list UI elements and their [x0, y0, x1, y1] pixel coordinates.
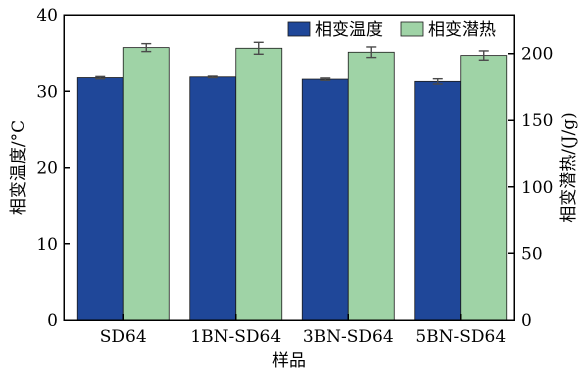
- legend: 相变温度 相变潜热: [287, 20, 496, 40]
- bar-temperature-3bn-sd64: [301, 78, 349, 321]
- y-right-tick-label: 100: [521, 178, 553, 198]
- x-tick-label: 1BN-SD64: [190, 327, 281, 347]
- bar-temperature-5bn-sd64: [414, 80, 462, 321]
- error-bar-latent-heat-5bn-sd64: [478, 50, 489, 61]
- error-bar-latent-heat-sd64: [141, 42, 152, 53]
- y-right-tick-label: 150: [521, 111, 553, 131]
- x-tick-label: 5BN-SD64: [415, 327, 506, 347]
- legend-swatch: [287, 21, 311, 37]
- error-bars-layer: [95, 41, 489, 85]
- error-bar-temperature-3bn-sd64: [320, 77, 331, 81]
- error-bar-temperature-5bn-sd64: [432, 77, 443, 85]
- error-bar-temperature-1bn-sd64: [207, 75, 218, 79]
- axes-layer: 0 10 20 30 40 0 50 100 150 200 SD64 1BN-SD64 3BN-SD6…: [36, 6, 553, 347]
- x-axis-title: 样品: [272, 351, 306, 371]
- y-right-tick-label: 0: [521, 311, 532, 331]
- error-bar-latent-heat-3bn-sd64: [366, 46, 377, 59]
- error-bar-latent-heat-1bn-sd64: [253, 41, 264, 55]
- y-axis-right-title: 相变潜热/(J/g): [559, 112, 579, 222]
- x-tick-label: SD64: [100, 327, 147, 347]
- y-right-tick-label: 50: [521, 244, 543, 264]
- y-left-tick-label: 40: [36, 6, 58, 26]
- y-left-tick-label: 10: [36, 235, 58, 255]
- y-left-tick-label: 20: [36, 159, 58, 179]
- error-bar-temperature-sd64: [95, 75, 106, 80]
- y-axis-left-title: 相变温度/°C: [9, 120, 29, 215]
- legend-item-temperature: 相变温度: [287, 20, 383, 40]
- y-left-tick-label: 30: [36, 82, 58, 102]
- y-right-tick-label: 200: [521, 45, 553, 65]
- bar-latent-heat-sd64: [122, 47, 170, 321]
- bars-layer: [76, 47, 508, 321]
- legend-label: 相变温度: [315, 20, 383, 40]
- x-tick-label: 3BN-SD64: [303, 327, 394, 347]
- y-left-tick-label: 0: [47, 311, 58, 331]
- bar-temperature-sd64: [76, 77, 124, 321]
- legend-swatch: [400, 21, 424, 37]
- bar-temperature-1bn-sd64: [189, 76, 237, 321]
- bar-latent-heat-1bn-sd64: [235, 47, 283, 321]
- legend-label: 相变潜热: [428, 20, 496, 40]
- bar-latent-heat-3bn-sd64: [347, 51, 395, 321]
- legend-item-latent-heat: 相变潜热: [400, 20, 496, 40]
- bar-latent-heat-5bn-sd64: [460, 55, 508, 321]
